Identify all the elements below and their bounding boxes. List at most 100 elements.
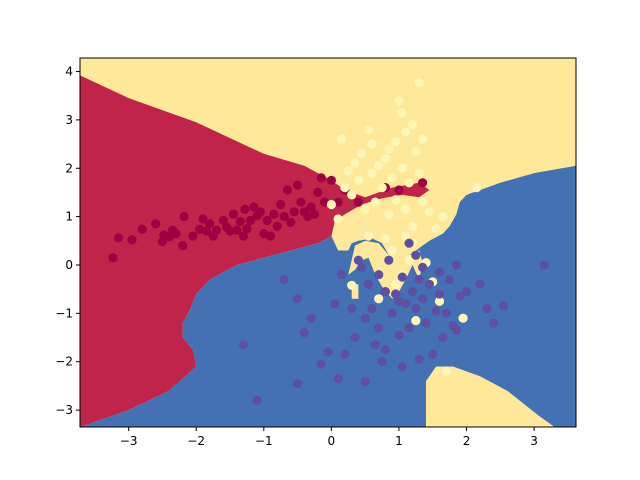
point-class-1-18	[380, 154, 390, 164]
point-class-2-57	[539, 260, 549, 270]
point-class-1-8	[353, 175, 363, 185]
point-class-2-17	[360, 313, 370, 323]
region-class-2	[80, 165, 576, 427]
point-class-1-14	[370, 197, 380, 207]
point-class-0-54	[353, 197, 363, 207]
point-class-1-2	[336, 134, 347, 144]
point-class-0-51	[326, 175, 336, 185]
point-class-1-22	[391, 137, 401, 147]
axes-frame	[79, 57, 577, 428]
point-class-1-4	[343, 166, 353, 176]
x-tick-label: 3	[530, 434, 538, 448]
point-class-2-58	[404, 238, 414, 248]
point-class-2-60	[451, 325, 461, 335]
point-class-0-3	[137, 224, 147, 234]
point-class-2-55	[489, 318, 499, 328]
point-class-1-12	[367, 168, 377, 178]
point-class-2-50	[451, 260, 461, 270]
point-class-2-26	[380, 345, 390, 355]
point-class-0-29	[249, 202, 259, 212]
point-class-1-49	[387, 245, 397, 256]
point-class-0-31	[255, 207, 265, 217]
point-class-0-15	[201, 226, 211, 236]
point-class-2-37	[411, 303, 421, 314]
point-class-2-11	[336, 270, 347, 280]
point-class-2-53	[475, 279, 485, 289]
point-class-0-38	[279, 212, 289, 222]
point-class-1-15	[374, 161, 384, 171]
point-class-1-23	[391, 195, 401, 205]
point-class-2-59	[411, 250, 421, 260]
point-class-2-39	[414, 354, 424, 364]
point-class-2-33	[397, 361, 407, 372]
point-class-2-9	[330, 299, 340, 309]
point-class-0-18	[211, 225, 222, 235]
point-class-1-51	[391, 279, 401, 289]
point-class-0-39	[282, 185, 293, 195]
plot-area	[80, 58, 576, 427]
point-class-2-29	[391, 289, 401, 299]
point-class-0-57	[418, 178, 428, 188]
y-tick-label: 4	[65, 65, 73, 79]
point-class-1-30	[407, 120, 418, 130]
point-class-2-34	[401, 299, 411, 309]
point-class-1-36	[418, 134, 428, 144]
point-class-0-2	[127, 235, 137, 245]
point-class-2-42	[424, 279, 434, 289]
point-class-2-0	[238, 340, 249, 350]
point-class-0-40	[286, 217, 296, 227]
point-class-1-50	[404, 255, 414, 265]
point-class-2-22	[374, 270, 384, 280]
point-class-1-16	[374, 294, 384, 304]
point-class-0-1	[113, 233, 124, 243]
point-class-1-47	[401, 231, 411, 241]
x-tick-label: −1	[255, 434, 273, 448]
point-class-0-47	[309, 209, 320, 219]
point-class-1-21	[387, 173, 397, 183]
point-class-0-12	[188, 231, 198, 241]
point-class-0-14	[198, 214, 208, 224]
point-class-1-24	[394, 96, 404, 106]
point-class-2-61	[434, 267, 445, 277]
x-tick-label: −2	[187, 434, 205, 448]
region-class-0	[80, 75, 430, 427]
point-class-0-24	[235, 216, 245, 227]
point-class-0-19	[218, 215, 228, 226]
point-class-1-3	[340, 183, 350, 193]
point-class-2-18	[360, 376, 370, 386]
decision-regions	[80, 58, 576, 427]
point-class-0-34	[266, 231, 276, 241]
region-class-1-island-1	[348, 240, 423, 299]
point-class-2-5	[299, 328, 309, 338]
point-class-1-17	[377, 183, 387, 193]
point-class-1-28	[401, 204, 411, 214]
point-class-1-7	[350, 158, 360, 168]
point-class-2-4	[293, 378, 303, 389]
point-class-2-13	[347, 303, 357, 314]
point-class-1-48	[363, 231, 374, 241]
point-class-1-33	[411, 316, 421, 326]
point-class-1-41	[431, 224, 441, 234]
point-class-1-39	[424, 207, 434, 217]
point-class-2-23	[374, 323, 384, 333]
point-class-2-7	[316, 359, 326, 369]
point-class-2-62	[418, 262, 428, 272]
point-class-2-47	[441, 308, 451, 318]
point-class-2-44	[431, 306, 441, 316]
x-tick-label: −3	[120, 434, 138, 448]
point-class-1-46	[472, 183, 482, 193]
point-class-0-11	[179, 212, 189, 222]
point-class-1-44	[441, 366, 451, 376]
point-class-0-43	[296, 197, 306, 207]
y-tick-label: −3	[55, 403, 73, 417]
point-class-0-35	[269, 209, 279, 219]
y-tick-label: −2	[55, 355, 73, 369]
point-class-0-56	[394, 185, 404, 195]
point-class-2-43	[428, 349, 438, 360]
point-class-2-51	[455, 291, 465, 301]
point-class-0-22	[228, 209, 238, 219]
point-class-1-11	[363, 125, 374, 135]
point-class-2-14	[350, 332, 360, 343]
point-class-2-36	[407, 287, 418, 297]
